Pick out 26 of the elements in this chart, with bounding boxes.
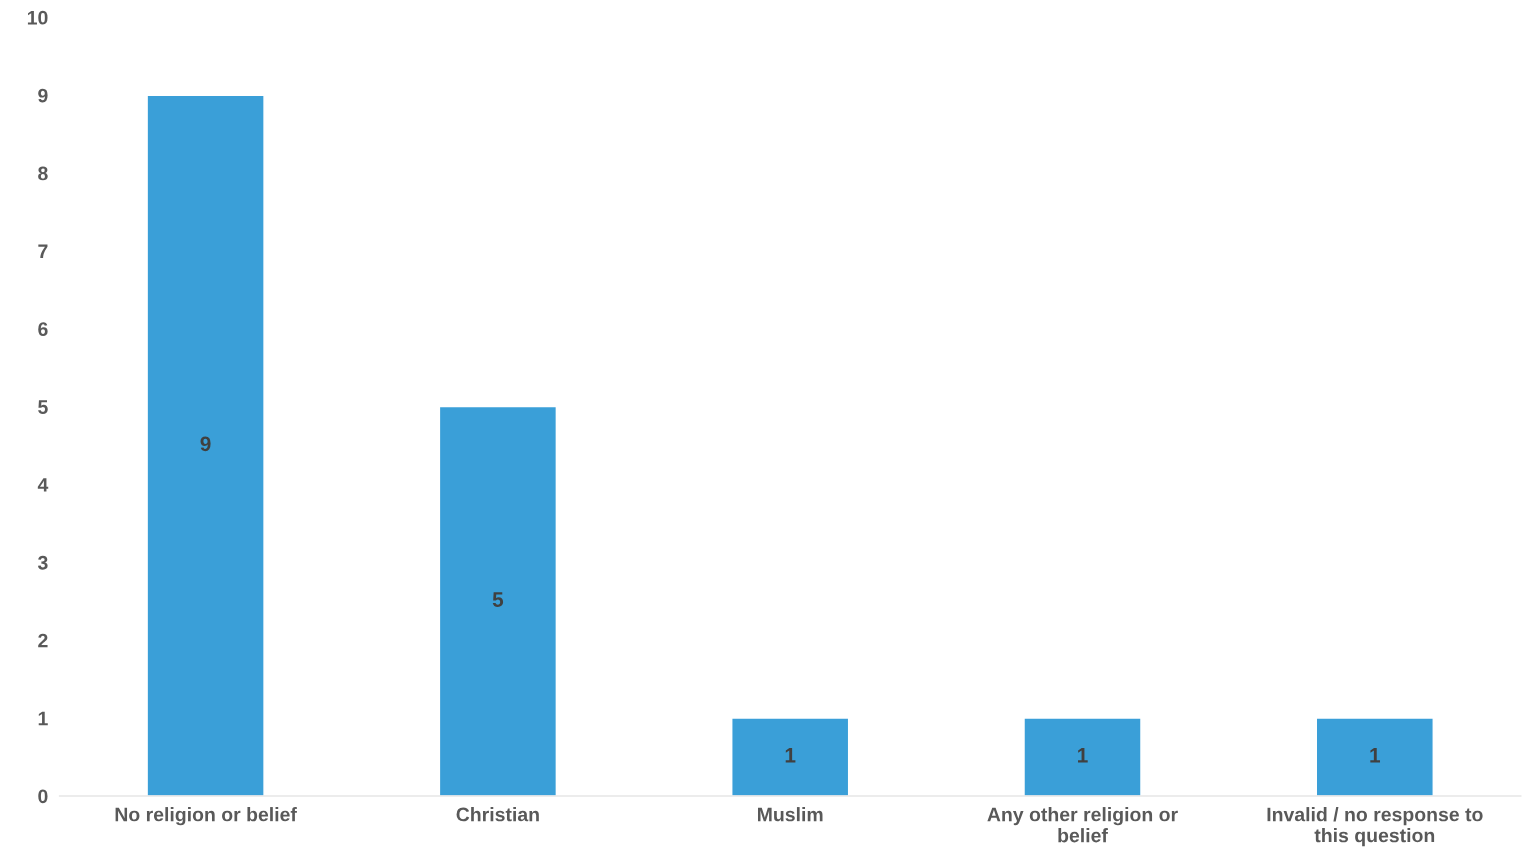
x-tick-label: No religion or belief <box>115 807 297 826</box>
bar <box>1315 717 1434 796</box>
y-tick-label: 2 <box>38 633 48 648</box>
x-tick-label: Invalid / no response to this question <box>1267 807 1483 847</box>
y-tick-label: 8 <box>38 166 48 181</box>
bar <box>146 94 265 796</box>
data-label: 5 <box>492 592 504 607</box>
y-tick-label: 3 <box>37 555 48 570</box>
y-tick-label: 4 <box>37 478 49 492</box>
y-tick-label: 10 <box>27 10 48 25</box>
y-tick-label: 1 <box>38 711 48 726</box>
bar <box>438 405 558 796</box>
data-label: 1 <box>1078 748 1088 763</box>
data-label: 1 <box>785 748 796 763</box>
y-tick-label: 0 <box>38 789 48 804</box>
y-tick-label: 6 <box>38 322 48 337</box>
bar <box>1023 717 1142 796</box>
x-tick-label: Muslim <box>758 807 823 822</box>
y-tick-label: 7 <box>38 244 48 258</box>
y-tick-label: 9 <box>38 88 48 103</box>
data-label: 9 <box>200 436 211 452</box>
bar <box>731 717 850 796</box>
x-tick-label: Any other religion or belief <box>987 807 1178 843</box>
y-tick-label: 5 <box>38 400 48 414</box>
data-label: 1 <box>1370 748 1381 763</box>
x-tick-label: Christian <box>456 807 539 822</box>
